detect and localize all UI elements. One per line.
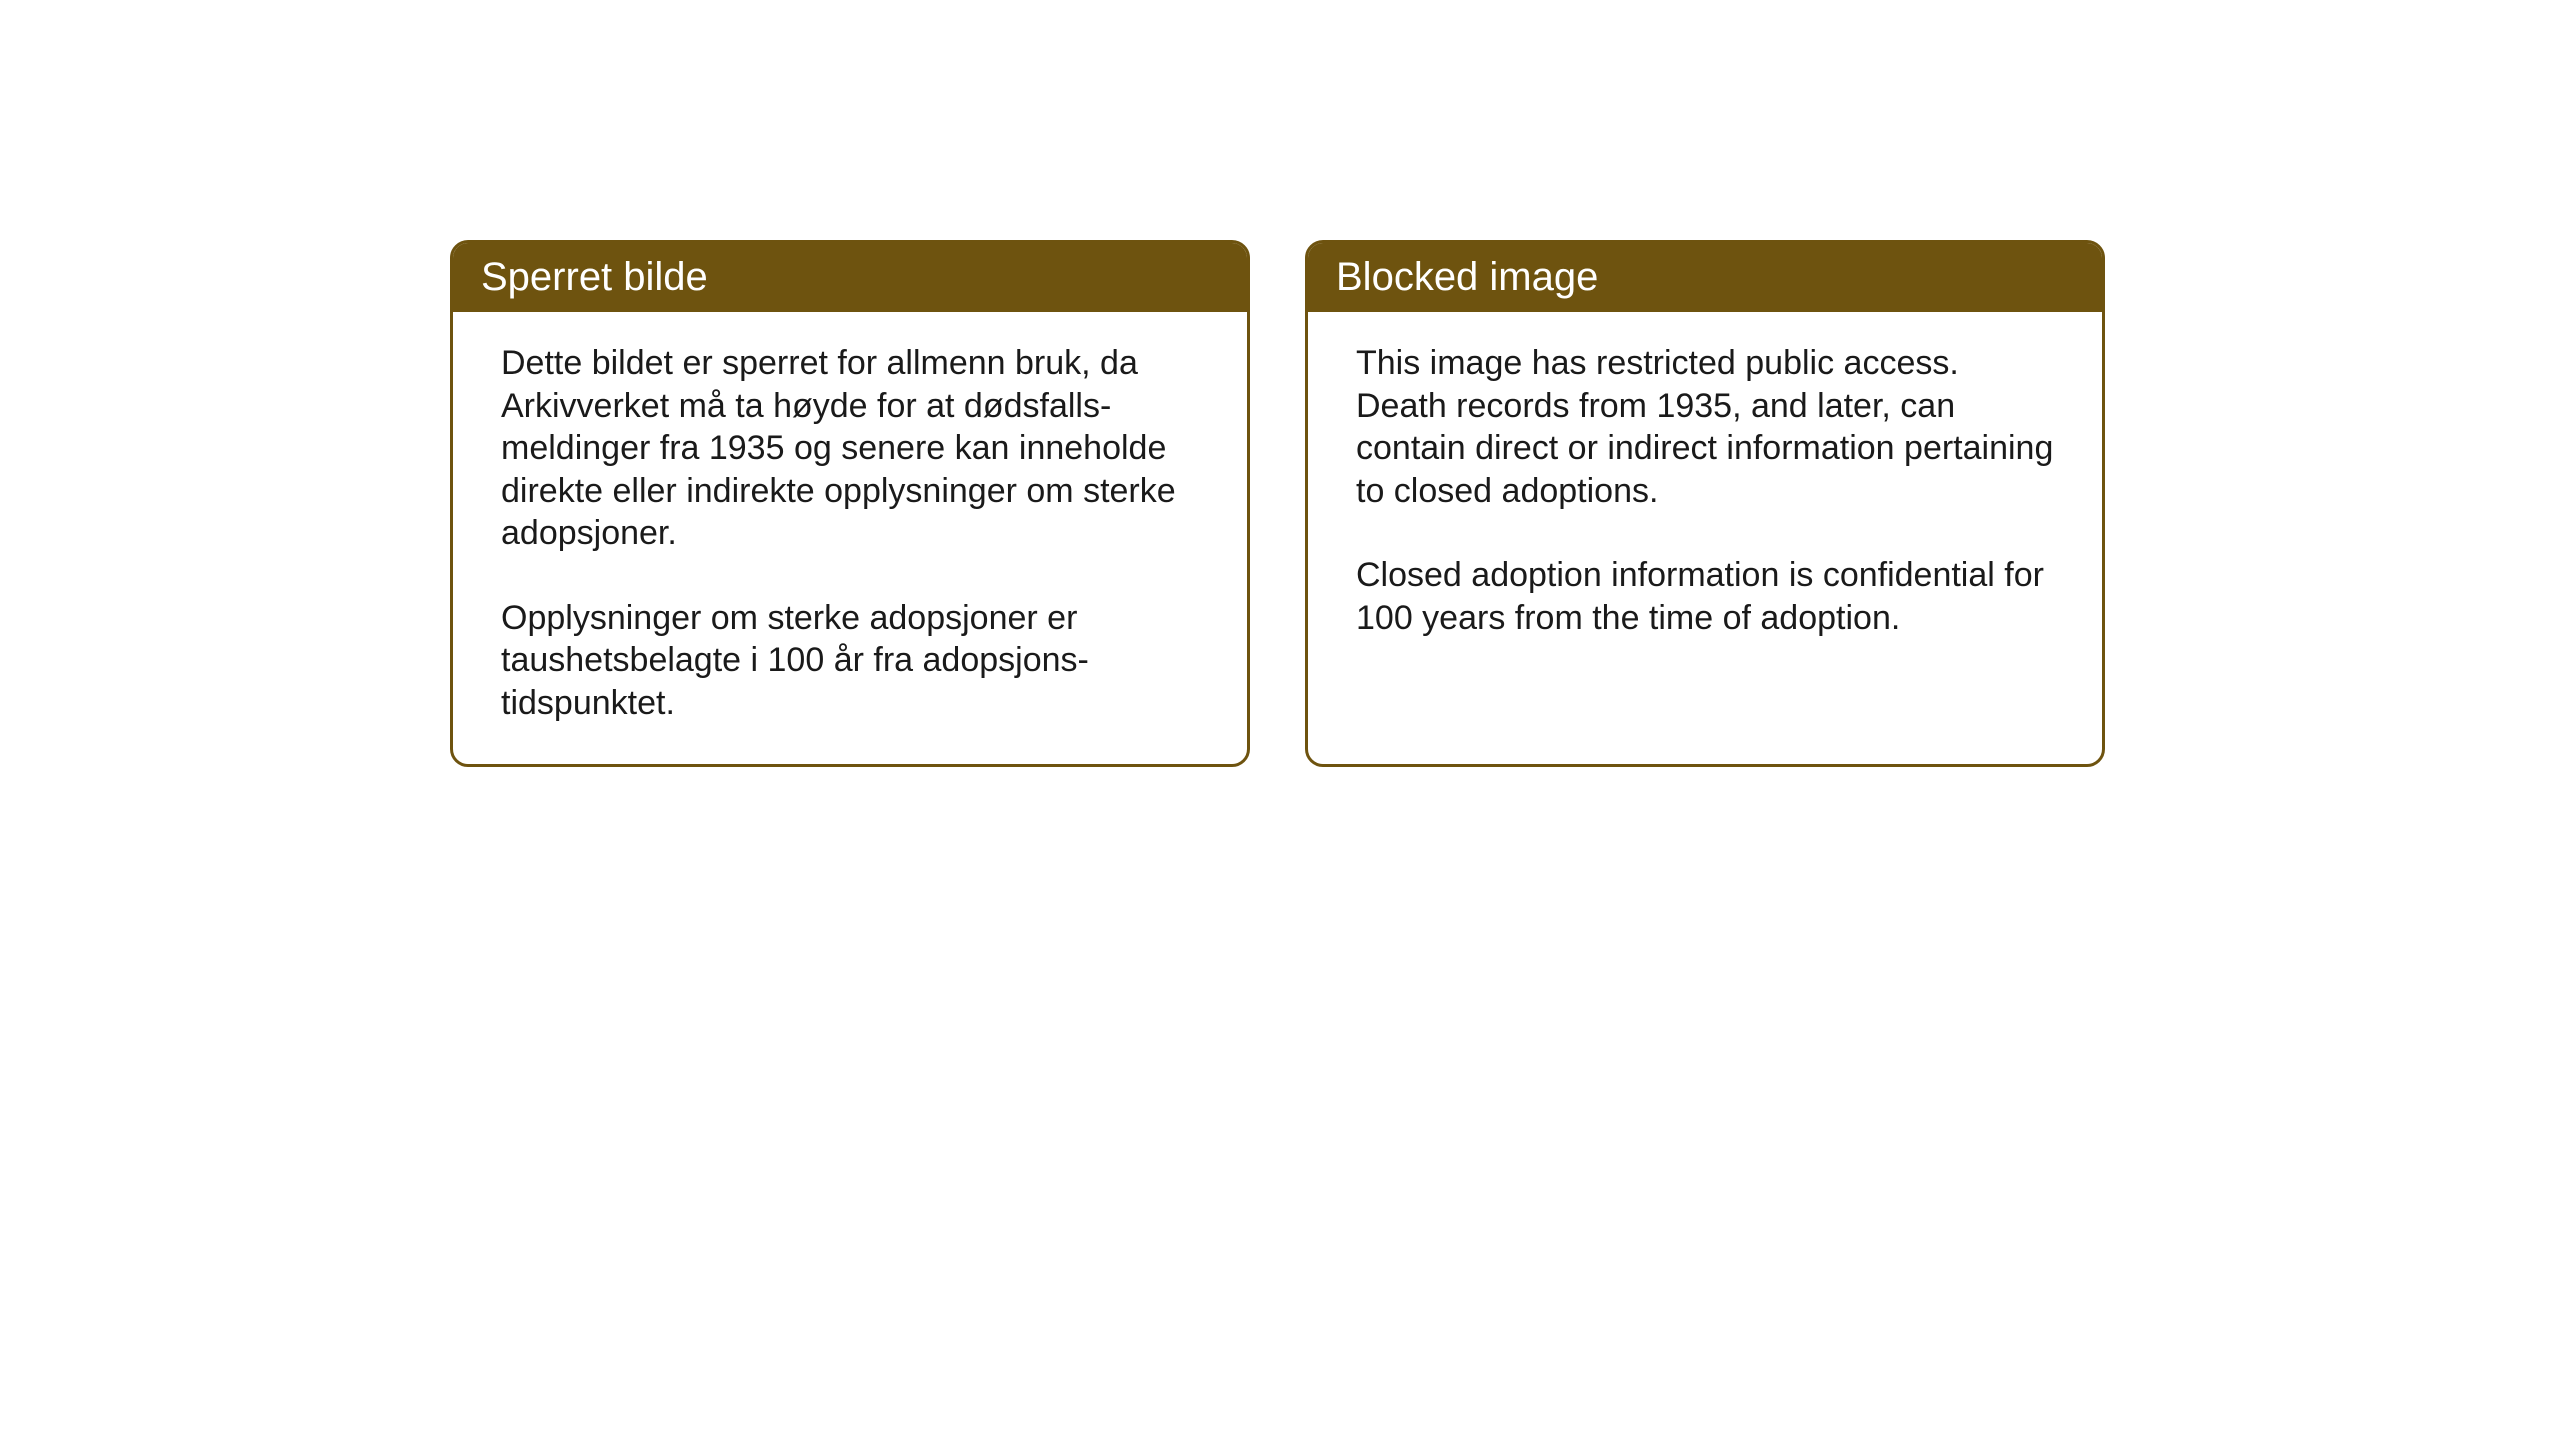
card-paragraph-2-english: Closed adoption information is confident… [1356, 554, 2054, 639]
card-english: Blocked image This image has restricted … [1305, 240, 2105, 767]
cards-container: Sperret bilde Dette bildet er sperret fo… [450, 240, 2105, 767]
card-body-english: This image has restricted public access.… [1308, 312, 2102, 737]
card-body-norwegian: Dette bildet er sperret for allmenn bruk… [453, 312, 1247, 764]
card-norwegian: Sperret bilde Dette bildet er sperret fo… [450, 240, 1250, 767]
card-paragraph-2-norwegian: Opplysninger om sterke adopsjoner er tau… [501, 597, 1199, 725]
card-paragraph-1-norwegian: Dette bildet er sperret for allmenn bruk… [501, 342, 1199, 555]
card-header-english: Blocked image [1308, 243, 2102, 312]
card-header-norwegian: Sperret bilde [453, 243, 1247, 312]
card-paragraph-1-english: This image has restricted public access.… [1356, 342, 2054, 512]
